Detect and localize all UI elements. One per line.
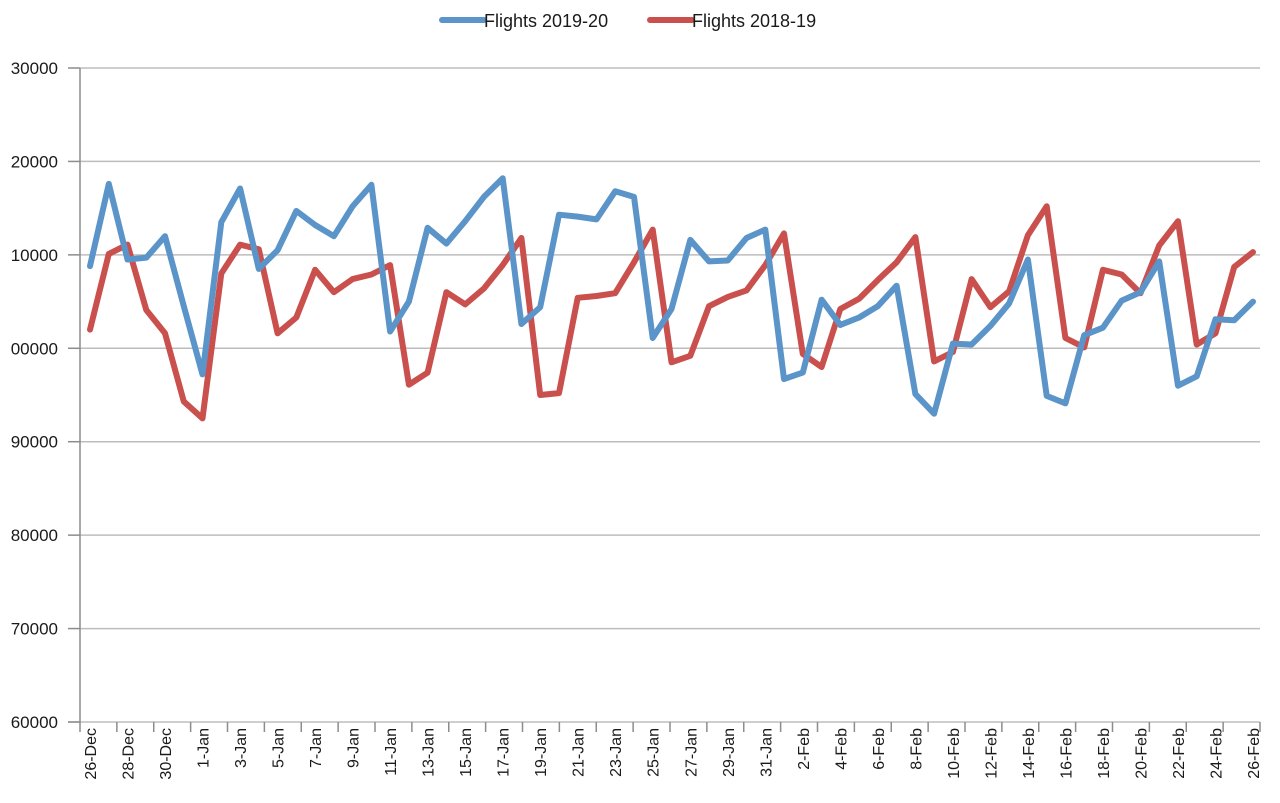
legend-label: Flights 2018-19 [692,11,816,31]
x-tick-label: 16-Feb [1058,728,1075,779]
x-tick-label: 9-Jan [346,728,363,768]
x-tick-label: 6-Feb [871,728,888,770]
y-tick-label: 20000 [11,152,58,171]
x-tick-label: 11-Jan [383,728,400,776]
series-lines [87,175,1256,422]
x-tick-label: 3-Jan [233,728,250,768]
x-tick-label: 10-Feb [946,728,963,779]
y-tick-label: 60000 [11,713,58,732]
x-tick-label: 23-Jan [608,728,625,777]
x-tick-label: 27-Jan [683,728,700,777]
x-tick-label: 31-Jan [758,728,775,777]
x-tick-label: 24-Feb [1208,728,1225,779]
x-tick-label: 17-Jan [496,728,513,777]
legend: Flights 2019-20 Flights 2018-19 [439,11,816,31]
series-line-2 [87,203,1256,422]
y-tick-label: 80000 [11,526,58,545]
x-tick-label: 7-Jan [308,728,325,768]
x-tick-label: 21-Jan [571,728,588,777]
x-tick-label: 15-Jan [458,728,475,777]
y-tick-label: 00000 [11,339,58,358]
x-tick-label: 8-Feb [908,728,925,770]
legend-label: Flights 2019-20 [484,11,608,31]
y-tick-label: 70000 [11,620,58,639]
series-line-1 [87,175,1256,417]
y-axis-ticks: 60000 70000 80000 90000 00000 10000 20000 30000 [11,59,80,732]
x-tick-label: 12-Feb [983,728,1000,779]
x-tick-label: 1-Jan [196,728,213,768]
y-tick-label: 10000 [11,246,58,265]
x-tick-label: 4-Feb [833,728,850,770]
gridlines [68,67,1260,723]
x-tick-label: 22-Feb [1171,728,1188,779]
x-tick-label: 18-Feb [1096,728,1113,779]
x-tick-label: 28-Dec [121,728,138,780]
x-tick-label: 19-Jan [533,728,550,777]
x-tick-label: 14-Feb [1021,728,1038,779]
x-tick-label: 2-Feb [796,728,813,770]
x-axis: 26-Dec 28-Dec 30-Dec 1-Jan 3-Jan 5-Jan 7-Jan 9-… [79,68,1263,780]
y-tick-label: 30000 [11,59,58,78]
y-tick-label: 90000 [11,433,58,452]
x-tick-label: 20-Feb [1133,728,1150,779]
x-tick-label: 26-Feb [1246,728,1263,779]
x-tick-label: 13-Jan [421,728,438,777]
x-tick-label: 30-Dec [158,728,175,780]
x-tick-label: 25-Jan [646,728,663,777]
x-tick-label: 26-Dec [83,728,100,780]
x-tick-label: 5-Jan [271,728,288,768]
x-tick-label: 29-Jan [721,728,738,777]
